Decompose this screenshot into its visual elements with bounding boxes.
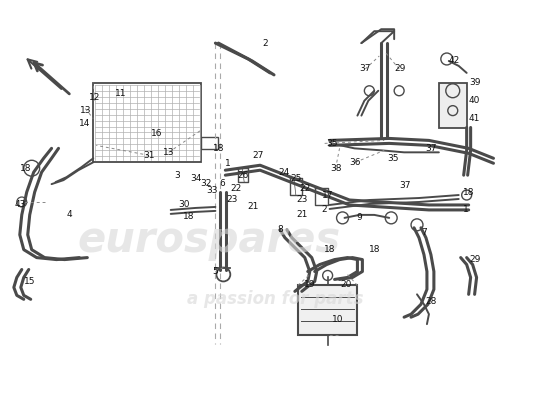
Bar (94, 83, 201, 162)
Text: 37: 37 (399, 181, 411, 190)
Text: 8: 8 (277, 225, 283, 234)
Text: 10: 10 (332, 315, 343, 324)
Text: 42: 42 (448, 56, 459, 66)
Text: 3: 3 (174, 171, 179, 180)
Text: 18: 18 (324, 245, 336, 254)
Text: 11: 11 (116, 89, 127, 98)
Text: 13: 13 (163, 148, 174, 157)
Bar (439, 83, 466, 128)
Text: 1: 1 (463, 206, 469, 214)
Text: 13: 13 (80, 106, 91, 115)
Text: 18: 18 (213, 144, 224, 153)
Text: 29: 29 (394, 64, 406, 74)
Text: 2: 2 (322, 206, 327, 214)
Text: 22: 22 (299, 184, 310, 192)
Text: 22: 22 (230, 184, 242, 192)
Text: 43: 43 (14, 200, 25, 210)
Text: 26: 26 (238, 171, 249, 180)
Text: 18: 18 (183, 212, 194, 221)
Text: 39: 39 (469, 78, 480, 87)
Text: 21: 21 (248, 202, 259, 212)
Bar (201, 138, 218, 149)
Text: 35: 35 (326, 139, 337, 148)
Text: 19: 19 (304, 280, 316, 289)
Text: 37: 37 (360, 64, 371, 74)
Text: 28: 28 (425, 297, 437, 306)
Text: 34: 34 (190, 174, 201, 183)
Text: 9: 9 (356, 213, 362, 222)
Text: 20: 20 (341, 280, 352, 289)
Text: 40: 40 (469, 96, 480, 105)
Text: 36: 36 (350, 158, 361, 167)
Text: 16: 16 (151, 129, 163, 138)
Text: 23: 23 (227, 196, 238, 204)
Text: 32: 32 (200, 179, 211, 188)
Text: 31: 31 (143, 151, 155, 160)
Text: eurospares: eurospares (78, 219, 341, 261)
Text: 27: 27 (252, 151, 264, 160)
Text: 17: 17 (322, 190, 333, 200)
Text: 33: 33 (207, 186, 218, 194)
Text: 24: 24 (278, 168, 289, 177)
Text: 15: 15 (24, 277, 35, 286)
Text: 7: 7 (421, 228, 427, 237)
Text: 6: 6 (219, 179, 226, 188)
Text: 18: 18 (463, 188, 475, 196)
Text: a passion for parts: a passion for parts (187, 290, 363, 308)
Text: 1: 1 (226, 159, 231, 168)
Text: 21: 21 (296, 210, 307, 219)
Text: 41: 41 (469, 114, 480, 123)
Text: 18: 18 (368, 245, 380, 254)
Text: 18: 18 (20, 164, 31, 173)
Text: 35: 35 (387, 154, 399, 163)
Text: 14: 14 (79, 119, 90, 128)
Text: 30: 30 (178, 200, 189, 210)
Text: 2: 2 (262, 38, 268, 48)
Text: 37: 37 (425, 144, 437, 153)
Text: 38: 38 (330, 164, 342, 173)
Text: 12: 12 (89, 93, 100, 102)
Text: 5: 5 (212, 267, 218, 276)
Text: 25: 25 (290, 174, 301, 183)
Text: 29: 29 (469, 255, 480, 264)
Text: 4: 4 (67, 210, 72, 219)
Text: 23: 23 (296, 196, 307, 204)
Bar (298, 286, 358, 335)
